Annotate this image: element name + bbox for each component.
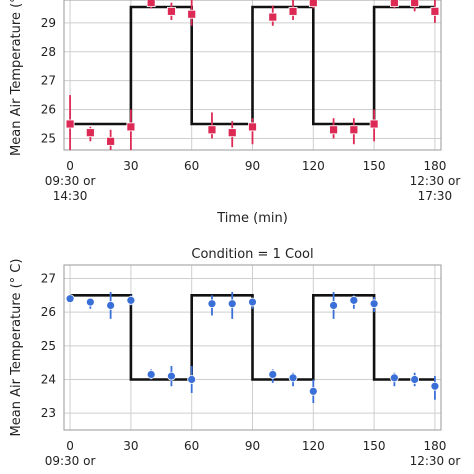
data-point <box>207 299 217 309</box>
data-point <box>146 370 156 379</box>
x-tick-label: 0 09:30 or 14:30 <box>45 159 96 203</box>
data-point <box>410 375 420 384</box>
x-axis-label: Time (min) <box>216 211 288 226</box>
step-line <box>70 5 435 126</box>
data-point <box>106 136 116 146</box>
data-point <box>85 297 95 307</box>
data-point <box>126 122 136 132</box>
data-point <box>308 0 318 8</box>
x-tick-label: 30 <box>123 159 138 173</box>
y-axis-label: Mean Air Temperature (° C) <box>9 0 24 156</box>
y-tick-label: 26 <box>41 103 56 117</box>
y-tick-label: 27 <box>41 74 56 88</box>
x-tick-label: 60 <box>184 159 199 173</box>
plot-frame <box>63 0 442 151</box>
data-point <box>65 294 75 304</box>
y-tick-label: 28 <box>41 45 56 59</box>
data-point <box>268 370 278 379</box>
x-tick-label: 120 <box>302 439 325 453</box>
x-tick-label: 90 <box>245 439 260 453</box>
data-point <box>248 122 257 132</box>
y-tick-label: 27 <box>41 271 56 285</box>
y-tick-label: 26 <box>41 305 56 319</box>
data-point <box>187 375 197 384</box>
data-point <box>308 386 318 396</box>
y-tick-label: 24 <box>41 372 56 386</box>
data-point <box>167 6 176 16</box>
data-point <box>349 125 359 135</box>
x-tick-label: 150 <box>363 159 386 173</box>
data-point <box>430 6 440 16</box>
data-point <box>369 299 379 309</box>
data-point <box>126 295 136 305</box>
data-point <box>329 125 338 135</box>
x-tick-label: 180 12:30 or 17:30 <box>410 159 461 203</box>
y-tick-label: 25 <box>41 339 56 353</box>
data-point <box>329 301 338 310</box>
x-tick-label: 150 <box>363 439 386 453</box>
data-point <box>227 128 237 138</box>
x-tick-label: 30 <box>123 439 138 453</box>
chart-title: Condition = 1 Cool <box>191 247 313 262</box>
data-point <box>268 12 278 22</box>
data-point <box>369 119 379 129</box>
chart-panel-top: 25 26 27 28 29 0 09:30 or 14:30 30 60 90 120 150 180 1… <box>9 0 460 226</box>
data-point <box>207 125 217 135</box>
data-point <box>248 297 257 307</box>
data-point <box>167 371 176 381</box>
data-point <box>227 299 237 309</box>
x-tick-label: 0 09:30 or <box>45 439 96 468</box>
x-tick-label: 90 <box>245 159 260 173</box>
data-point <box>389 373 399 383</box>
y-tick-label: 23 <box>41 406 56 420</box>
data-point <box>288 6 298 16</box>
data-point <box>106 301 116 310</box>
chart-panel-bottom: 23 24 25 26 27 0 09:30 or 30 60 90 120 150 180 12:30 … <box>9 247 460 468</box>
y-tick-label: 25 <box>41 131 56 145</box>
data-point <box>430 381 440 391</box>
x-tick-label: 120 <box>302 159 325 173</box>
y-tick-label: 29 <box>41 16 56 30</box>
x-tick-label: 180 12:30 or <box>410 439 461 468</box>
data-point <box>288 373 298 383</box>
data-point <box>410 0 420 8</box>
data-point <box>389 0 399 8</box>
data-point <box>349 295 359 305</box>
data-point <box>187 9 197 19</box>
x-tick-label: 60 <box>184 439 199 453</box>
plot-frame <box>63 264 442 431</box>
data-point <box>65 119 75 129</box>
data-point <box>85 128 95 138</box>
y-axis-label: Mean Air Temperature (° C) <box>9 259 24 437</box>
data-point <box>146 0 156 8</box>
